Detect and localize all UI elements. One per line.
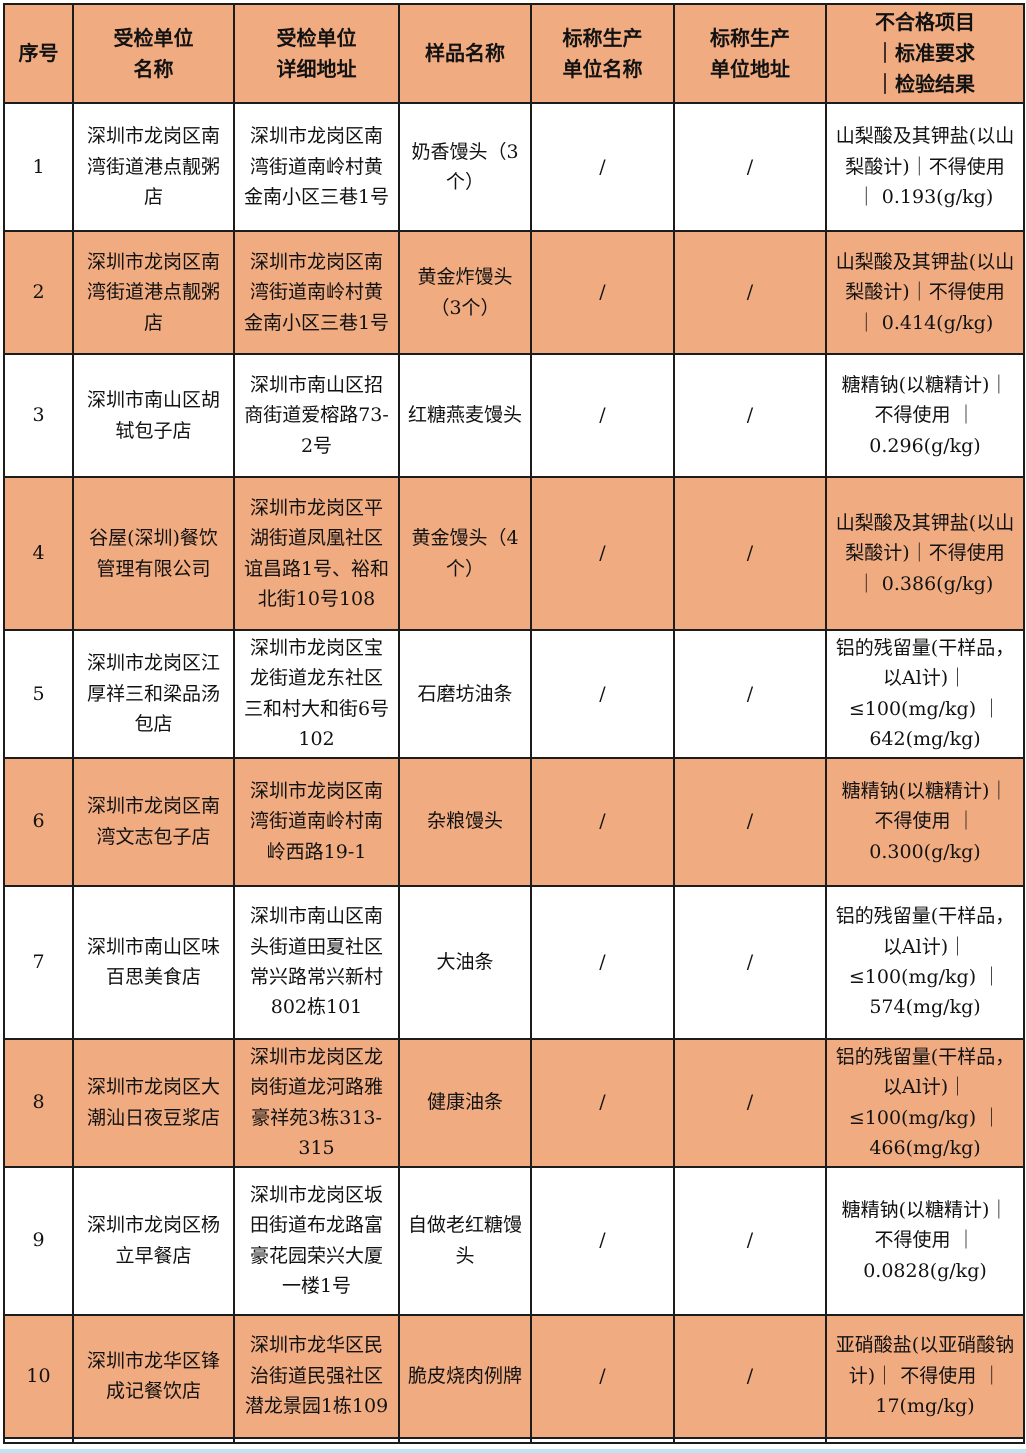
cell-producer-name: / bbox=[530, 102, 675, 232]
cell-result: 山梨酸及其钾盐(以山梨酸计)｜不得使用 ｜ 0.386(g/kg) bbox=[825, 476, 1025, 631]
cell-unit-address: 深圳市龙岗区南湾街道南岭村黄金南小区三巷1号 bbox=[233, 102, 400, 232]
cell-index: 9 bbox=[3, 1165, 74, 1316]
cell-unit-name: 深圳市南山区胡轼包子店 bbox=[72, 353, 235, 478]
cell-result: 山梨酸及其钾盐(以山梨酸计)｜不得使用 ｜ 0.193(g/kg) bbox=[825, 102, 1025, 232]
cell-index: 4 bbox=[3, 476, 74, 631]
cell-producer-address: / bbox=[673, 1165, 827, 1316]
cell-unit-address: 深圳市龙岗区宝龙街道龙东社区三和村大和街6号102 bbox=[233, 629, 400, 759]
cell-index: 3 bbox=[3, 353, 74, 478]
cell-sample-name: 石磨坊油条 bbox=[398, 629, 532, 759]
bottom-highlight-strip bbox=[0, 1449, 1026, 1453]
cell-result: 铝的残留量(干样品，以Al计)｜≤100(mg/kg) ｜ 574(mg/kg) bbox=[825, 884, 1025, 1040]
cell-sample-name: 红糖燕麦馒头 bbox=[398, 353, 532, 478]
column-header-producer-address: 标称生产 单位地址 bbox=[673, 3, 827, 104]
cell-unit-address: 深圳市龙岗区南湾街道南岭村南岭西路19-1 bbox=[233, 756, 400, 887]
table-row: 10 深圳市龙华区锋成记餐饮店 深圳市龙华区民治街道民强社区潜龙景园1栋109 … bbox=[3, 1313, 1025, 1439]
cell-index: 8 bbox=[3, 1037, 74, 1168]
cell-unit-name: 深圳市龙岗区江厚祥三和梁品汤包店 bbox=[72, 629, 235, 759]
cell-producer-address: / bbox=[673, 102, 827, 232]
cell-result: 糖精钠(以糖精计)｜ 不得使用 ｜ 0.0828(g/kg) bbox=[825, 1165, 1025, 1316]
cell-unit-address: 深圳市龙岗区平湖街道凤凰社区谊昌路1号、裕和北街10号108 bbox=[233, 476, 400, 631]
table-row: 1 深圳市龙岗区南湾街道港点靓粥店 深圳市龙岗区南湾街道南岭村黄金南小区三巷1号… bbox=[3, 102, 1025, 232]
inspection-results-table: 序号 受检单位 名称 受检单位 详细地址 样品名称 标称生产 单位名称 标称生产… bbox=[3, 3, 1025, 1444]
cell-result: 山梨酸及其钾盐(以山梨酸计)｜不得使用 ｜ 0.414(g/kg) bbox=[825, 230, 1025, 355]
cell-unit-address: 深圳市龙岗区南湾街道南岭村黄金南小区三巷1号 bbox=[233, 230, 400, 355]
column-header-producer-name: 标称生产 单位名称 bbox=[530, 3, 675, 104]
cell-producer-address: / bbox=[673, 476, 827, 631]
cell-index: 7 bbox=[3, 884, 74, 1040]
cell-producer-name: / bbox=[530, 1313, 675, 1439]
cell-sample-name: 自做老红糖馒头 bbox=[398, 1165, 532, 1316]
cell-producer-address: / bbox=[673, 230, 827, 355]
column-header-result: 不合格项目 ｜标准要求 ｜检验结果 bbox=[825, 3, 1025, 104]
table-row: 4 谷屋(深圳)餐饮管理有限公司 深圳市龙岗区平湖街道凤凰社区谊昌路1号、裕和北… bbox=[3, 476, 1025, 631]
cell-producer-address: / bbox=[673, 353, 827, 478]
cell-producer-name: / bbox=[530, 230, 675, 355]
cell-sample-name: 健康油条 bbox=[398, 1037, 532, 1168]
cell-result: 铝的残留量(干样品，以Al计)｜≤100(mg/kg) ｜ 466(mg/kg) bbox=[825, 1037, 1025, 1168]
cell-sample-name: 奶香馒头（3个） bbox=[398, 102, 532, 232]
cell-unit-name: 深圳市南山区味百思美食店 bbox=[72, 884, 235, 1040]
table-row: 2 深圳市龙岗区南湾街道港点靓粥店 深圳市龙岗区南湾街道南岭村黄金南小区三巷1号… bbox=[3, 230, 1025, 355]
cell-producer-name: / bbox=[530, 756, 675, 887]
cell-index: 6 bbox=[3, 756, 74, 887]
inspection-table-wrap: 序号 受检单位 名称 受检单位 详细地址 样品名称 标称生产 单位名称 标称生产… bbox=[3, 3, 1025, 1444]
cell-unit-address: 深圳市龙华区民治街道民强社区潜龙景园1栋109 bbox=[233, 1313, 400, 1439]
table-row: 6 深圳市龙岗区南湾文志包子店 深圳市龙岗区南湾街道南岭村南岭西路19-1 杂粮… bbox=[3, 756, 1025, 887]
cell-producer-address: / bbox=[673, 1313, 827, 1439]
cell-result: 糖精钠(以糖精计)｜ 不得使用 ｜ 0.296(g/kg) bbox=[825, 353, 1025, 478]
partial-next-row bbox=[3, 1436, 1025, 1444]
table-row: 3 深圳市南山区胡轼包子店 深圳市南山区招商街道爱榕路73-2号 红糖燕麦馒头 … bbox=[3, 353, 1025, 478]
cell-result: 铝的残留量(干样品，以Al计)｜≤100(mg/kg) ｜ 642(mg/kg) bbox=[825, 629, 1025, 759]
column-header-sample-name: 样品名称 bbox=[398, 3, 532, 104]
cell-sample-name: 脆皮烧肉例牌 bbox=[398, 1313, 532, 1439]
cell-unit-name: 深圳市龙华区锋成记餐饮店 bbox=[72, 1313, 235, 1439]
cell-producer-name: / bbox=[530, 353, 675, 478]
cell-index: 10 bbox=[3, 1313, 74, 1439]
cell-unit-address: 深圳市南山区南头街道田夏社区常兴路常兴新村802栋101 bbox=[233, 884, 400, 1040]
cell-unit-name: 深圳市龙岗区大潮汕日夜豆浆店 bbox=[72, 1037, 235, 1168]
cell-index: 5 bbox=[3, 629, 74, 759]
table-row: 8 深圳市龙岗区大潮汕日夜豆浆店 深圳市龙岗区龙岗街道龙河路雅豪祥苑3栋313-… bbox=[3, 1037, 1025, 1168]
cell-index: 1 bbox=[3, 102, 74, 232]
cell-sample-name: 黄金馒头（4个） bbox=[398, 476, 532, 631]
cell-producer-name: / bbox=[530, 884, 675, 1040]
cell-result: 糖精钠(以糖精计)｜ 不得使用 ｜ 0.300(g/kg) bbox=[825, 756, 1025, 887]
cell-producer-name: / bbox=[530, 1165, 675, 1316]
cell-sample-name: 大油条 bbox=[398, 884, 532, 1040]
table-row: 5 深圳市龙岗区江厚祥三和梁品汤包店 深圳市龙岗区宝龙街道龙东社区三和村大和街6… bbox=[3, 629, 1025, 759]
cell-producer-address: / bbox=[673, 884, 827, 1040]
cell-producer-name: / bbox=[530, 476, 675, 631]
cell-unit-name: 谷屋(深圳)餐饮管理有限公司 bbox=[72, 476, 235, 631]
cell-sample-name: 杂粮馒头 bbox=[398, 756, 532, 887]
cell-unit-name: 深圳市龙岗区杨立早餐店 bbox=[72, 1165, 235, 1316]
header-row: 序号 受检单位 名称 受检单位 详细地址 样品名称 标称生产 单位名称 标称生产… bbox=[3, 3, 1025, 104]
cell-producer-name: / bbox=[530, 1037, 675, 1168]
cell-producer-address: / bbox=[673, 629, 827, 759]
cell-index: 2 bbox=[3, 230, 74, 355]
column-header-unit-address: 受检单位 详细地址 bbox=[233, 3, 400, 104]
cell-unit-name: 深圳市龙岗区南湾街道港点靓粥店 bbox=[72, 230, 235, 355]
column-header-unit-name: 受检单位 名称 bbox=[72, 3, 235, 104]
table-row: 7 深圳市南山区味百思美食店 深圳市南山区南头街道田夏社区常兴路常兴新村802栋… bbox=[3, 884, 1025, 1040]
table-row: 9 深圳市龙岗区杨立早餐店 深圳市龙岗区坂田街道布龙路富豪花园荣兴大厦一楼1号 … bbox=[3, 1165, 1025, 1316]
cell-unit-address: 深圳市南山区招商街道爱榕路73-2号 bbox=[233, 353, 400, 478]
cell-unit-address: 深圳市龙岗区龙岗街道龙河路雅豪祥苑3栋313-315 bbox=[233, 1037, 400, 1168]
cell-producer-address: / bbox=[673, 756, 827, 887]
cell-unit-name: 深圳市龙岗区南湾街道港点靓粥店 bbox=[72, 102, 235, 232]
cell-producer-name: / bbox=[530, 629, 675, 759]
cell-result: 亚硝酸盐(以亚硝酸钠计)｜ 不得使用 ｜ 17(mg/kg) bbox=[825, 1313, 1025, 1439]
cell-producer-address: / bbox=[673, 1037, 827, 1168]
cell-sample-name: 黄金炸馒头（3个） bbox=[398, 230, 532, 355]
cell-unit-address: 深圳市龙岗区坂田街道布龙路富豪花园荣兴大厦一楼1号 bbox=[233, 1165, 400, 1316]
cell-unit-name: 深圳市龙岗区南湾文志包子店 bbox=[72, 756, 235, 887]
column-header-index: 序号 bbox=[3, 3, 74, 104]
